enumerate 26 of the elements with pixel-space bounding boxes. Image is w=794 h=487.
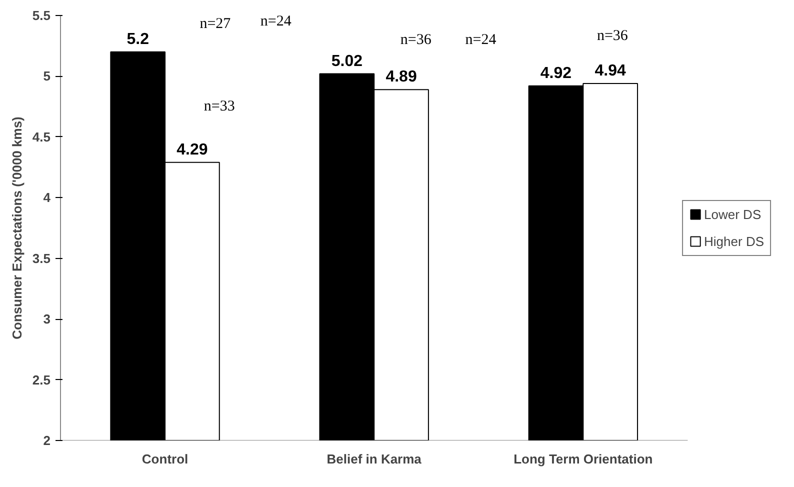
y-tick-label: 5.5 xyxy=(32,8,51,23)
annotation: n=36 xyxy=(400,32,432,48)
data-label: 4.92 xyxy=(540,64,572,82)
y-tick-label: 3.5 xyxy=(32,250,51,266)
x-tick-label: Belief in Karma xyxy=(326,452,422,466)
y-tick-label: 4 xyxy=(43,190,52,206)
data-label: 5.2 xyxy=(126,30,150,48)
y-tick-label: 2.5 xyxy=(32,372,51,388)
y-axis-title: Consumer Expectations ('0000 kms) xyxy=(9,116,24,340)
y-tick-label: 5 xyxy=(43,68,51,84)
y-tick-label: 3 xyxy=(43,312,51,327)
x-tick-label: Control xyxy=(142,452,188,466)
annotation: n=36 xyxy=(596,28,628,44)
legend-label: Lower DS xyxy=(704,206,762,222)
annotation: n=27 xyxy=(200,16,232,32)
legend-label: Higher DS xyxy=(704,234,764,248)
x-tick-label: Long Term Orientation xyxy=(514,452,653,466)
data-label: 5.02 xyxy=(331,52,363,70)
annotation: n=33 xyxy=(204,98,235,115)
annotation: n=24 xyxy=(465,32,497,48)
y-tick-label: 4.5 xyxy=(32,129,51,144)
y-tick-label: 2 xyxy=(43,433,51,448)
data-label: 4.94 xyxy=(594,62,626,80)
annotation: n=24 xyxy=(260,14,292,30)
data-label: 4.29 xyxy=(176,141,208,158)
data-label: 4.89 xyxy=(386,68,417,86)
